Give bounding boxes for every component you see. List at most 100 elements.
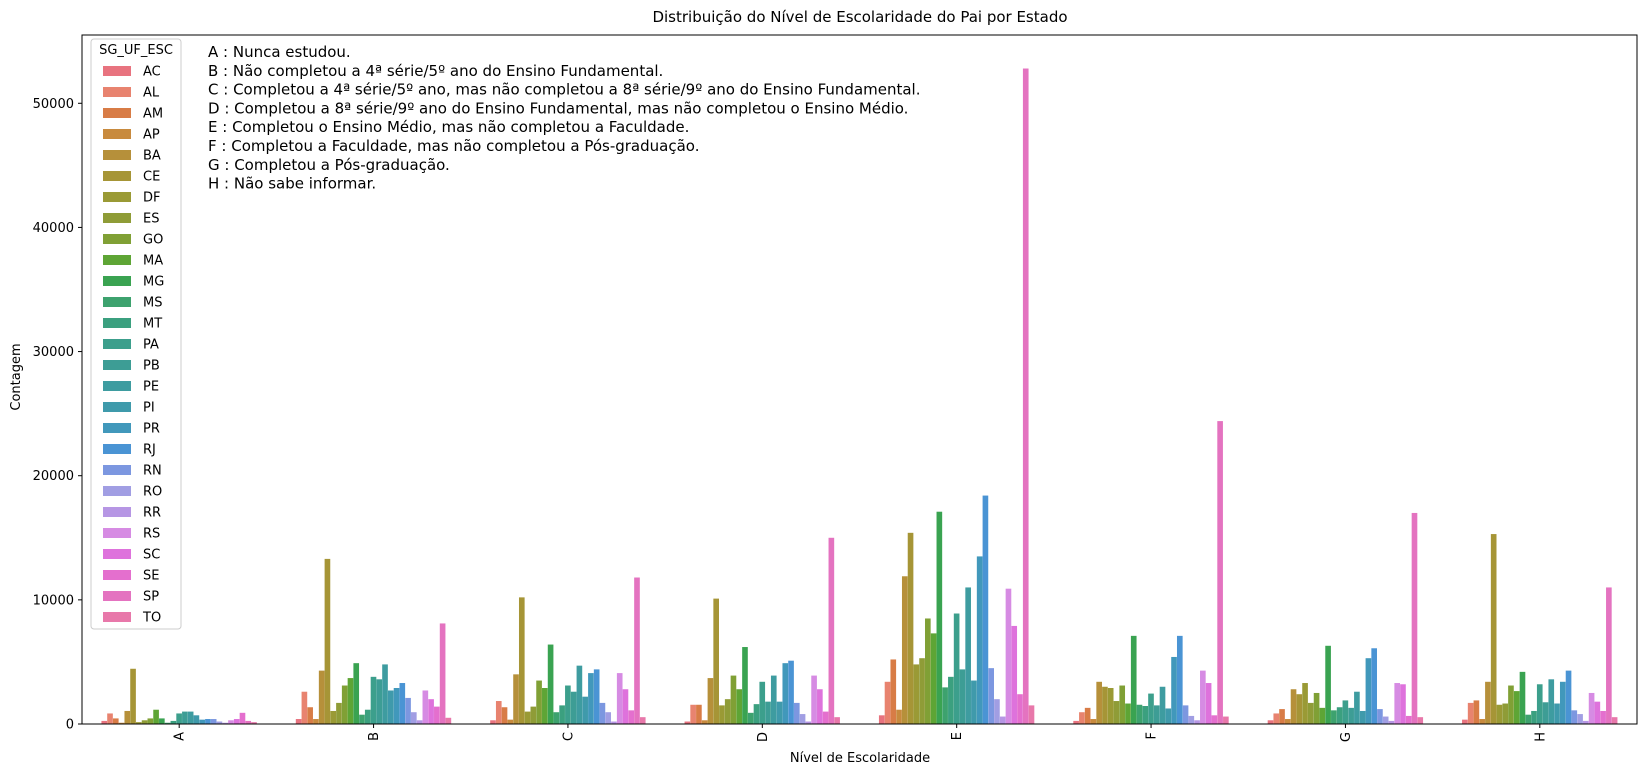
bar-MT-A	[170, 720, 177, 724]
y-axis-label: Contagem	[9, 343, 24, 410]
bar-RS-E	[1005, 588, 1012, 724]
bar-PE-F	[1159, 686, 1166, 724]
bar-SP-H	[1606, 587, 1612, 724]
legend: SG_UF_ESC AC AL AM AP BA CE DF ES GO MA MG MS MT PA PB P…	[90, 38, 182, 630]
bar-RN-B	[405, 697, 411, 724]
bar-SC-D	[817, 689, 823, 724]
bar-MT-G	[1336, 707, 1343, 724]
legend-label-CE: CE	[143, 170, 160, 185]
bar-AL-H	[1467, 702, 1474, 724]
bar-GO-E	[925, 618, 931, 724]
legend-label-MG: MG	[143, 275, 164, 290]
bar-ES-C	[530, 706, 537, 724]
legend-swatch-RJ	[103, 444, 131, 454]
bar-AC-H	[1462, 719, 1468, 724]
bar-PB-A	[182, 711, 188, 724]
bar-RS-G	[1394, 683, 1401, 724]
bar-RS-F	[1200, 670, 1206, 724]
bar-RO-C	[605, 712, 612, 724]
bar-RJ-F	[1176, 635, 1183, 724]
bar-PR-G	[1365, 658, 1372, 724]
bar-RO-H	[1577, 714, 1583, 724]
bar-AC-G	[1267, 720, 1274, 724]
legend-swatch-RO	[103, 486, 131, 496]
legend-label-MA: MA	[143, 254, 163, 269]
bar-CE-G	[1296, 694, 1303, 724]
bar-BA-G	[1290, 689, 1297, 724]
legend-label-ES: ES	[143, 212, 159, 227]
legend-label-RO: RO	[143, 485, 162, 500]
bar-AP-C	[507, 719, 514, 724]
x-tick-label-G: G	[1339, 732, 1354, 742]
bar-MS-C	[553, 712, 560, 724]
bar-SE-E	[1017, 694, 1023, 724]
bar-RO-F	[1188, 715, 1195, 724]
bar-SC-E	[1011, 625, 1018, 724]
bar-RJ-E	[982, 495, 989, 724]
bar-GO-G	[1313, 692, 1320, 724]
bar-RS-D	[811, 675, 817, 724]
bar-PA-B	[370, 676, 377, 724]
bar-PE-D	[770, 675, 777, 724]
x-tick-label-B: B	[367, 732, 382, 741]
bar-SC-F	[1205, 683, 1212, 724]
legend-label-AL: AL	[143, 86, 160, 101]
bar-PE-G	[1354, 691, 1360, 724]
bar-PB-D	[765, 701, 771, 724]
annotation-line: E : Completou o Ensino Médio, mas não co…	[208, 118, 689, 136]
x-tick-label-F: F	[1145, 732, 1160, 739]
legend-label-PE: PE	[143, 380, 159, 395]
legend-label-PI: PI	[143, 401, 155, 416]
legend-swatch-MS	[103, 297, 131, 307]
bar-AL-D	[690, 704, 696, 724]
legend-swatch-CE	[103, 171, 131, 181]
bar-BA-F	[1096, 681, 1102, 724]
bar-PI-A	[193, 715, 200, 724]
bar-CE-H	[1490, 534, 1497, 724]
legend-label-TO: TO	[142, 611, 161, 626]
bar-AC-E	[878, 715, 885, 724]
bar-MT-C	[559, 705, 565, 724]
chart-title: Distribuição do Nível de Escolaridade do…	[652, 8, 1067, 26]
legend-swatch-ES	[103, 213, 131, 223]
x-tick-label-H: H	[1533, 732, 1548, 742]
annotation-line: G : Completou a Pós-graduação.	[208, 156, 450, 174]
bar-MS-D	[747, 712, 754, 724]
bar-AC-C	[490, 720, 496, 724]
bar-AC-B	[295, 719, 302, 724]
bar-ES-D	[724, 699, 731, 724]
bar-SE-A	[239, 712, 246, 724]
bar-PE-E	[965, 587, 971, 724]
bar-PE-H	[1548, 679, 1555, 724]
bar-PB-E	[959, 669, 966, 724]
legend-swatch-RS	[103, 528, 131, 538]
bar-MG-C	[547, 644, 554, 724]
legend-label-AP: AP	[143, 128, 160, 143]
bar-PR-B	[393, 688, 400, 724]
bar-AM-G	[1279, 709, 1285, 724]
bar-AP-B	[313, 719, 319, 724]
bar-RN-A	[210, 719, 217, 724]
bar-MS-G	[1331, 710, 1337, 724]
bar-RN-G	[1377, 709, 1383, 724]
bars-group	[101, 68, 1618, 724]
annotation-line: H : Não sabe informar.	[208, 175, 376, 193]
bar-MG-E	[936, 511, 943, 724]
bar-BA-E	[901, 576, 908, 724]
bar-ES-E	[919, 658, 925, 724]
bar-AL-F	[1079, 712, 1085, 724]
bar-RJ-C	[593, 669, 600, 724]
legend-swatch-MA	[103, 255, 131, 265]
bar-PA-F	[1148, 693, 1154, 724]
bar-PI-D	[776, 701, 783, 724]
bar-SE-B	[434, 706, 440, 724]
bar-PI-H	[1554, 703, 1560, 724]
bar-RO-B	[411, 712, 417, 724]
bar-BA-A	[124, 710, 131, 724]
bar-RS-H	[1588, 692, 1595, 724]
legend-label-BA: BA	[143, 149, 161, 164]
legend-swatch-DF	[103, 192, 131, 202]
bar-CE-C	[518, 597, 525, 724]
bar-PI-F	[1165, 708, 1172, 724]
legend-label-SP: SP	[143, 590, 159, 605]
